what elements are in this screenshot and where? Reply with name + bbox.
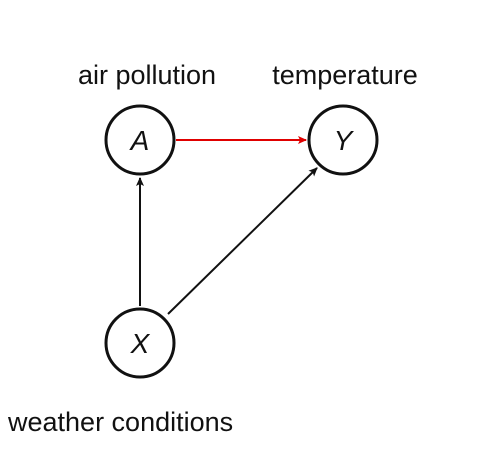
node-label: Y (334, 125, 355, 156)
node-circle (104, 104, 176, 176)
node-caption: weather conditions (7, 407, 233, 437)
edge-x-y (167, 167, 318, 315)
node-caption: temperature (272, 60, 418, 90)
node-circle (307, 104, 379, 176)
node-label: X (130, 328, 151, 359)
node-caption: air pollution (78, 60, 216, 90)
node-label: A (129, 125, 150, 156)
node-circle (104, 307, 176, 379)
